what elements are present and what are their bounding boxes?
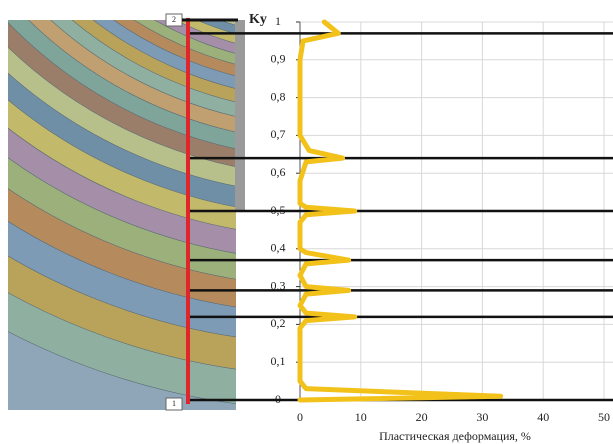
x-axis-label: Пластическая деформация, % [379,429,531,443]
y-axis-label: Ky [249,12,267,27]
marker-label: 2 [172,15,176,24]
x-tick-label: 20 [416,410,428,424]
strata-edge [235,20,245,210]
stratum [29,0,613,11]
x-tick-label: 40 [537,410,549,424]
y-tick-label: 1 [275,14,281,28]
y-tick-label: 0,7 [271,127,286,141]
data-line [297,19,504,403]
strata-image [8,0,613,410]
y-tick-label: 0,9 [271,52,286,66]
stratum [196,20,236,35]
y-tick-label: 0,4 [271,241,286,255]
x-tick-label: 10 [355,410,367,424]
y-tick-label: 0,3 [271,278,286,292]
marker-box [165,397,183,411]
x-tick-label: 0 [297,410,303,424]
y-tick-label: 0,6 [271,165,286,179]
x-tick-label: 30 [476,410,488,424]
y-tick-label: 0,1 [271,354,286,368]
y-tick-label: 0,2 [271,316,286,330]
stratum [35,0,613,5]
y-tick-label: 0,8 [271,89,286,103]
marker-label: 1 [172,399,176,408]
stratum [23,0,613,17]
plot-area: 0102030405000,10,20,30,40,50,60,70,80,91 [190,14,613,424]
x-tick-label: 50 [598,410,610,424]
